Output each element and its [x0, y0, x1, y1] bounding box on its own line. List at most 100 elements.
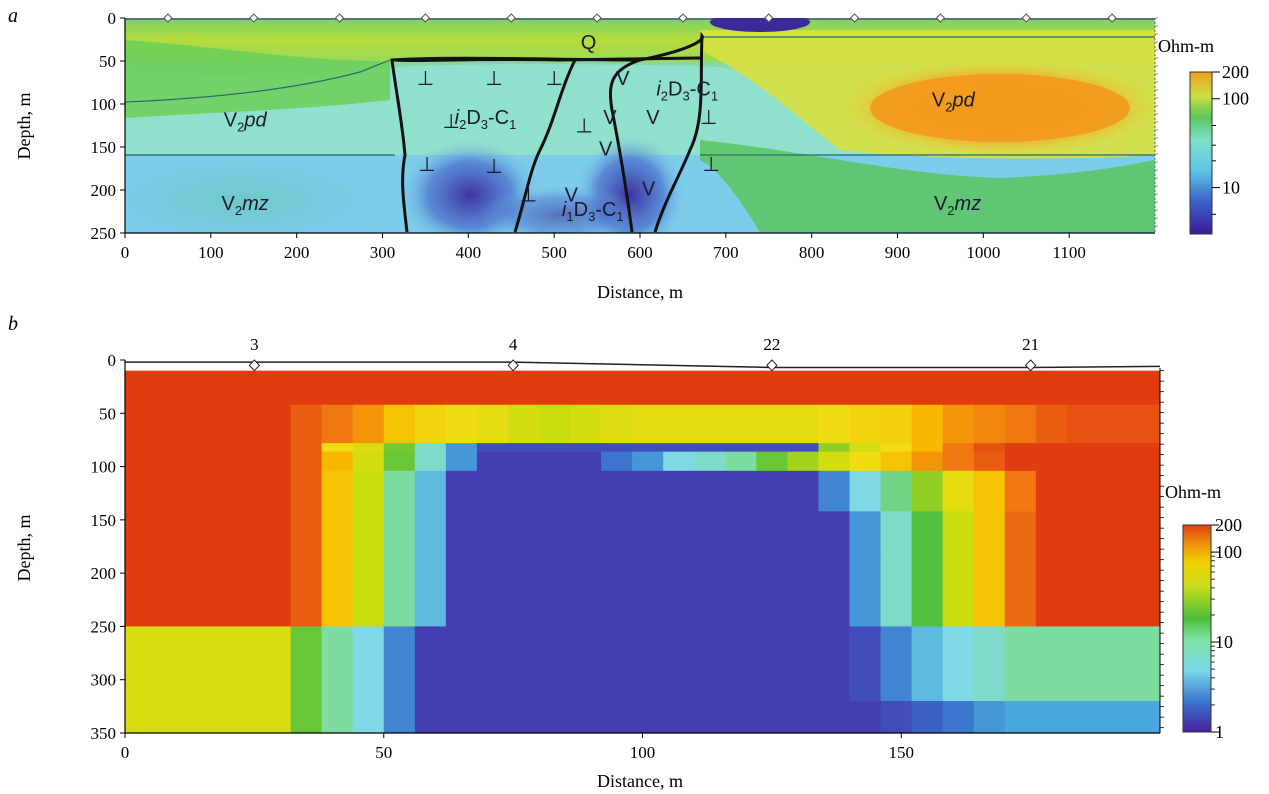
resistivity-cell	[383, 626, 416, 702]
resistivity-cell	[911, 470, 944, 512]
resistivity-cell	[1004, 404, 1037, 444]
resistivity-cell	[1004, 701, 1161, 734]
resistivity-cell	[973, 557, 1006, 627]
resistivity-cell	[849, 443, 882, 453]
resistivity-cell	[414, 470, 447, 512]
y-tick-label: 250	[91, 224, 117, 243]
intrusive-symbol: ⊥	[575, 116, 592, 138]
colorbar-a-label: 10	[1222, 178, 1240, 198]
resistivity-cell	[1035, 404, 1068, 444]
x-tick-label: 0	[121, 243, 130, 262]
resistivity-cell	[942, 451, 975, 472]
resistivity-cell	[1035, 470, 1161, 512]
volcanic-symbol: V	[599, 139, 613, 161]
resistivity-cell	[880, 557, 913, 627]
resistivity-cell	[321, 470, 354, 512]
x-tick-label: 800	[799, 243, 825, 262]
resistivity-cell	[694, 404, 726, 444]
resistivity-cell	[632, 404, 664, 444]
resistivity-cell	[880, 470, 913, 512]
resistivity-cell	[942, 470, 975, 512]
resistivity-cell	[125, 626, 292, 702]
resistivity-cell	[445, 511, 850, 558]
resistivity-cell	[911, 626, 944, 702]
resistivity-cell	[507, 443, 540, 453]
resistivity-cell	[1004, 511, 1037, 558]
electrode-marker	[1107, 13, 1117, 23]
resistivity-cell	[911, 404, 944, 444]
y-tick-label: 300	[91, 671, 117, 690]
resistivity-cell	[352, 626, 385, 702]
resistivity-cell	[973, 443, 1006, 453]
resistivity-cell	[321, 701, 354, 734]
resistivity-cell	[125, 701, 292, 734]
electrode-marker	[1021, 13, 1031, 23]
volcanic-symbol: V	[565, 184, 579, 206]
station-label: 21	[1022, 335, 1039, 354]
panel-b-ticks: 0 50 100 150 0 50 100 150 200 250 300 350	[91, 351, 1164, 762]
electrode-marker	[764, 13, 774, 23]
resistivity-cell	[601, 404, 633, 444]
x-tick-label: 100	[198, 243, 224, 262]
resistivity-cell	[321, 443, 354, 453]
station-marker	[766, 359, 778, 372]
x-tick-label: 500	[541, 243, 567, 262]
resistivity-cell	[352, 557, 385, 627]
station-label: 22	[763, 335, 780, 354]
geology-label: Q	[581, 32, 597, 54]
colorbar-b-label: 10	[1215, 632, 1233, 652]
resistivity-cell	[756, 404, 788, 444]
resistivity-cell	[321, 557, 354, 627]
volcanic-symbol: V	[616, 68, 630, 90]
resistivity-cell	[818, 404, 850, 444]
y-axis-label-b: Depth, m	[14, 515, 34, 582]
resistivity-cell	[1004, 557, 1037, 627]
electrode-marker	[849, 13, 860, 23]
resistivity-cell	[383, 511, 416, 558]
y-tick-label: 0	[108, 351, 117, 370]
resistivity-cell	[973, 470, 1006, 512]
resistivity-cell	[694, 451, 726, 472]
resistivity-cell	[1004, 626, 1037, 702]
resistivity-cell	[125, 511, 292, 558]
intrusion-contact-right	[608, 58, 641, 233]
y-tick-label: 350	[91, 724, 117, 743]
resistivity-cell	[445, 443, 478, 453]
resistivity-cell	[880, 443, 913, 453]
resistivity-cell	[787, 404, 819, 444]
colorbar-a-label: 100	[1222, 89, 1249, 109]
panel-label-b: b	[8, 313, 18, 335]
resistivity-cell	[290, 511, 323, 558]
colorbar-a	[1189, 71, 1213, 235]
volcanic-symbol: V	[642, 178, 656, 200]
resistivity-cell	[321, 404, 354, 444]
x-tick-label: 200	[284, 243, 310, 262]
resistivity-cell	[849, 451, 882, 472]
geology-label: i1D3-C1	[562, 199, 624, 224]
resistivity-cell	[414, 451, 447, 472]
electrode-marker	[420, 13, 431, 23]
resistivity-cell	[445, 404, 478, 444]
colorbar-b-label: 200	[1215, 515, 1242, 535]
resistivity-cell	[414, 443, 447, 453]
resistivity-cell	[1066, 404, 1161, 444]
resistivity-cell	[445, 451, 478, 472]
resistivity-cell	[125, 470, 292, 512]
resistivity-cell	[352, 511, 385, 558]
resistivity-cell	[507, 404, 540, 444]
geology-symbols: ⊥ ⊥ ⊥⊥ ⊥ ⊥⊥ ⊥ ⊥⊥VV VVV V	[417, 68, 720, 206]
resistivity-cell	[125, 443, 292, 453]
y-tick-label: 150	[91, 138, 117, 157]
resistivity-cell	[880, 451, 913, 472]
resistivity-cell	[321, 451, 354, 472]
x-tick-label: 1000	[966, 243, 1000, 262]
resistivity-cell	[880, 511, 913, 558]
intrusive-symbol: ⊥	[485, 156, 502, 178]
resistivity-cell	[290, 404, 323, 444]
surface-conductive-lens	[710, 18, 810, 32]
resistivity-cell	[1035, 626, 1161, 702]
intrusive-symbol: ⊥	[417, 68, 434, 90]
resistivity-cell	[601, 443, 695, 453]
